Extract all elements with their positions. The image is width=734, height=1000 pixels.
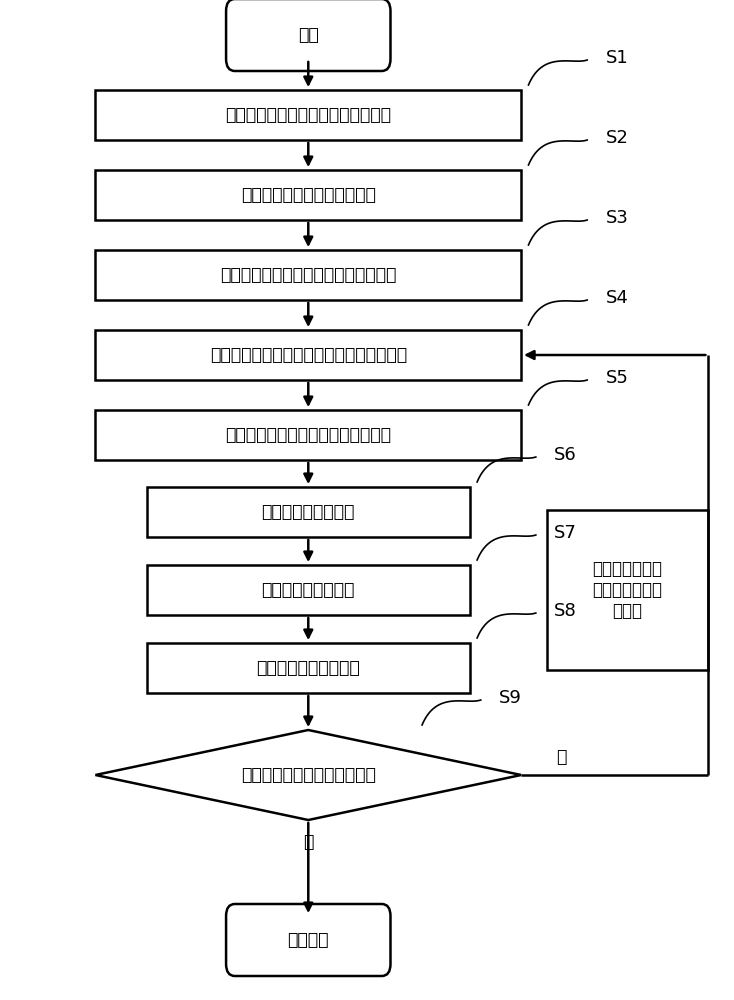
Text: S9: S9 (499, 689, 522, 707)
Text: 是: 是 (303, 833, 313, 851)
Text: 辊缝出口厚度分布是否收敛？: 辊缝出口厚度分布是否收敛？ (241, 766, 376, 784)
Bar (95, 170, 521, 220)
Text: 计算工作辊及支撑辊弹性弯曲影响函数: 计算工作辊及支撑辊弹性弯曲影响函数 (220, 266, 396, 284)
Bar (95, 330, 521, 380)
Text: S5: S5 (606, 369, 628, 387)
Text: 假设辊缝出口厚度分布为空载辊缝厚度分布: 假设辊缝出口厚度分布为空载辊缝厚度分布 (210, 346, 407, 364)
Bar (95, 90, 521, 140)
Text: S2: S2 (606, 129, 628, 147)
Text: 计算朮制压力横向分布及总朮制压力: 计算朮制压力横向分布及总朮制压力 (225, 426, 391, 444)
Text: 输出结果: 输出结果 (288, 931, 329, 949)
Text: S8: S8 (554, 602, 577, 620)
Text: S3: S3 (606, 209, 628, 227)
Text: 计算下辊系弹性变形: 计算下辊系弹性变形 (261, 581, 355, 599)
Text: 输入辊系参数、工艺参数及设定参数: 输入辊系参数、工艺参数及设定参数 (225, 106, 391, 124)
Text: S1: S1 (606, 49, 628, 67)
Bar (147, 565, 470, 615)
FancyBboxPatch shape (226, 0, 390, 71)
Text: S6: S6 (554, 446, 577, 464)
Text: 开始: 开始 (298, 26, 319, 44)
FancyBboxPatch shape (226, 904, 390, 976)
Text: 计算辊缝出口厚度分布: 计算辊缝出口厚度分布 (256, 659, 360, 677)
Bar (147, 487, 470, 537)
Bar (147, 643, 470, 693)
Text: 否: 否 (556, 748, 567, 766)
Text: 辊系及朮件沿宽度方向离散化: 辊系及朮件沿宽度方向离散化 (241, 186, 376, 204)
Bar (95, 410, 521, 460)
Bar (95, 250, 521, 300)
Text: 计算上辊系弹性变形: 计算上辊系弹性变形 (261, 503, 355, 521)
Text: S4: S4 (606, 289, 628, 307)
Text: 采用平滑系数法
修正辊缝出口厚
度分布: 采用平滑系数法 修正辊缝出口厚 度分布 (592, 560, 663, 620)
Bar (547, 510, 708, 670)
Text: S7: S7 (554, 524, 577, 542)
Polygon shape (95, 730, 521, 820)
